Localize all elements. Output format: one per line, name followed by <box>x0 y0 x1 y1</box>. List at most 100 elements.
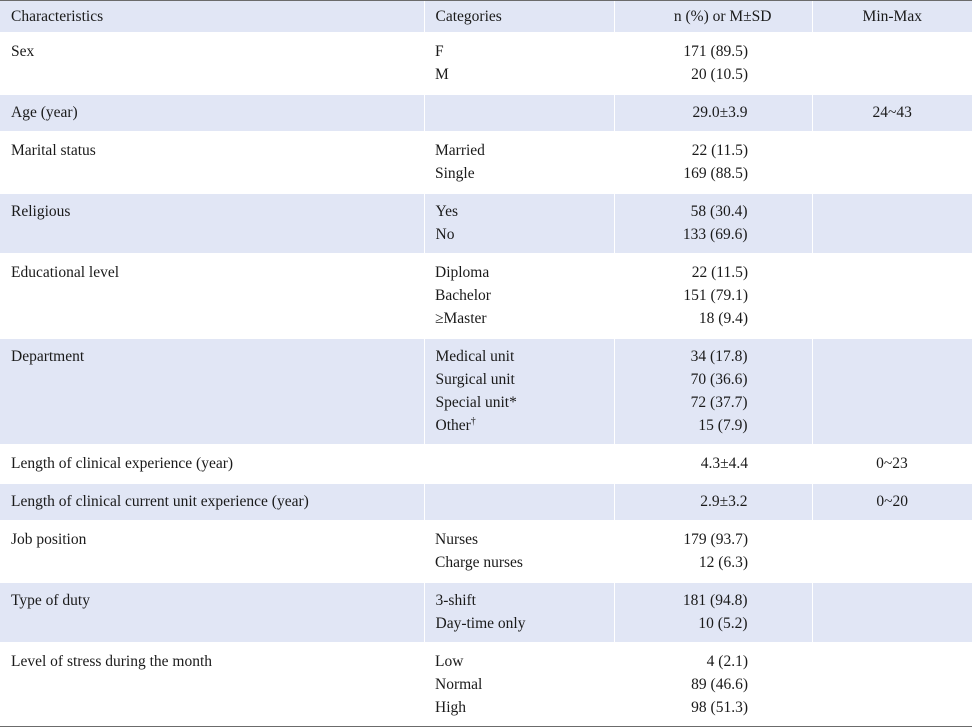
categories-cell <box>424 94 614 132</box>
min-max-cell <box>812 132 972 193</box>
min-max-cell <box>812 643 972 727</box>
min-max-text <box>812 261 972 284</box>
category-label: Day-time only <box>436 612 614 635</box>
value-text: 20 (10.5) <box>614 63 748 86</box>
category-label <box>436 101 614 124</box>
min-max-cell: 24~43 <box>812 94 972 132</box>
characteristic-label: Type of duty <box>11 589 424 612</box>
category-label: Normal <box>435 673 614 696</box>
min-max-cell <box>812 521 972 582</box>
category-text: Bachelor <box>435 287 491 304</box>
table-row: Type of duty 3-shift Day-time only 181 (94.… <box>0 582 972 643</box>
min-max-text <box>812 528 972 551</box>
category-text: Nurses <box>435 531 478 548</box>
value-text: 22 (11.5) <box>614 139 748 162</box>
value-text: 29.0±3.9 <box>615 101 748 124</box>
category-text: Low <box>435 653 463 670</box>
characteristic-cell: Length of clinical current unit experien… <box>0 483 424 521</box>
value-text: 89 (46.6) <box>614 673 748 696</box>
values-cell: 171 (89.5)20 (10.5) <box>614 33 812 94</box>
value-text: 12 (6.3) <box>614 551 748 574</box>
characteristic-label: Age (year) <box>11 101 424 124</box>
table-row: Department Medical unit Surgical unit Speci… <box>0 338 972 445</box>
value-text: 22 (11.5) <box>614 261 748 284</box>
characteristic-cell: Educational level <box>0 254 424 338</box>
category-label: Low <box>435 650 614 673</box>
category-text: Yes <box>436 203 459 220</box>
min-max-text: 0~23 <box>812 452 972 475</box>
characteristic-label: Length of clinical current unit experien… <box>11 490 424 513</box>
header-characteristics: Characteristics <box>0 1 424 34</box>
characteristic-cell: Length of clinical experience (year) <box>0 445 424 483</box>
header-categories: Categories <box>424 1 614 34</box>
values-cell: 179 (93.7)12 (6.3) <box>614 521 812 582</box>
characteristic-label: Educational level <box>11 261 424 284</box>
value-text: 169 (88.5) <box>614 162 748 185</box>
categories-cell: Nurses Charge nurses <box>424 521 614 582</box>
value-text: 181 (94.8) <box>615 589 748 612</box>
category-label: Yes <box>436 200 614 223</box>
value-text: 133 (69.6) <box>615 223 748 246</box>
min-max-cell <box>812 193 972 254</box>
category-text: Diploma <box>435 264 489 281</box>
characteristic-cell: Type of duty <box>0 582 424 643</box>
header-min-max: Min-Max <box>812 1 972 34</box>
min-max-cell <box>812 33 972 94</box>
value-text: 58 (30.4) <box>615 200 748 223</box>
category-text: M <box>435 66 449 83</box>
category-label <box>435 452 614 475</box>
values-cell: 29.0±3.9 <box>614 94 812 132</box>
value-text: 151 (79.1) <box>614 284 748 307</box>
values-cell: 4 (2.1)89 (46.6)98 (51.3) <box>614 643 812 727</box>
category-label: No <box>436 223 614 246</box>
categories-cell <box>424 445 614 483</box>
min-max-text <box>813 589 972 612</box>
characteristic-label: Department <box>11 345 424 368</box>
category-label: Single <box>435 162 614 185</box>
characteristic-label: Marital status <box>11 139 424 162</box>
values-cell: 58 (30.4)133 (69.6) <box>614 193 812 254</box>
category-text: Surgical unit <box>436 371 515 388</box>
category-label: M <box>435 63 614 86</box>
value-text: 4 (2.1) <box>614 650 748 673</box>
value-text: 10 (5.2) <box>615 612 748 635</box>
table-row: Length of clinical experience (year) 4.3±… <box>0 445 972 483</box>
min-max-cell <box>812 582 972 643</box>
characteristic-cell: Age (year) <box>0 94 424 132</box>
characteristic-cell: Job position <box>0 521 424 582</box>
characteristic-label: Level of stress during the month <box>11 650 424 673</box>
values-cell: 34 (17.8)70 (36.6)72 (37.7)15 (7.9) <box>614 338 812 445</box>
category-text: Other <box>436 417 471 434</box>
values-cell: 181 (94.8)10 (5.2) <box>614 582 812 643</box>
header-row: Characteristics Categories n (%) or M±SD… <box>0 1 972 34</box>
category-label: Nurses <box>435 528 614 551</box>
value-text: 4.3±4.4 <box>614 452 748 475</box>
value-text: 72 (37.7) <box>615 391 748 414</box>
characteristic-label: Job position <box>11 528 424 551</box>
category-label: Special unit* <box>436 391 614 414</box>
values-cell: 22 (11.5)151 (79.1)18 (9.4) <box>614 254 812 338</box>
characteristic-cell: Religious <box>0 193 424 254</box>
characteristic-cell: Department <box>0 338 424 445</box>
category-label: Married <box>435 139 614 162</box>
category-label: Medical unit <box>436 345 614 368</box>
characteristic-label: Sex <box>11 40 424 63</box>
category-label <box>436 490 614 513</box>
value-text: 98 (51.3) <box>614 696 748 719</box>
category-text: Single <box>435 165 475 182</box>
values-cell: 2.9±3.2 <box>614 483 812 521</box>
category-text: Day-time only <box>436 615 526 632</box>
min-max-cell: 0~20 <box>812 483 972 521</box>
min-max-text <box>812 40 972 63</box>
category-label: Charge nurses <box>435 551 614 574</box>
category-label: Diploma <box>435 261 614 284</box>
value-text: 2.9±3.2 <box>615 490 748 513</box>
category-label: 3-shift <box>436 589 614 612</box>
min-max-cell <box>812 338 972 445</box>
categories-cell: Married Single <box>424 132 614 193</box>
